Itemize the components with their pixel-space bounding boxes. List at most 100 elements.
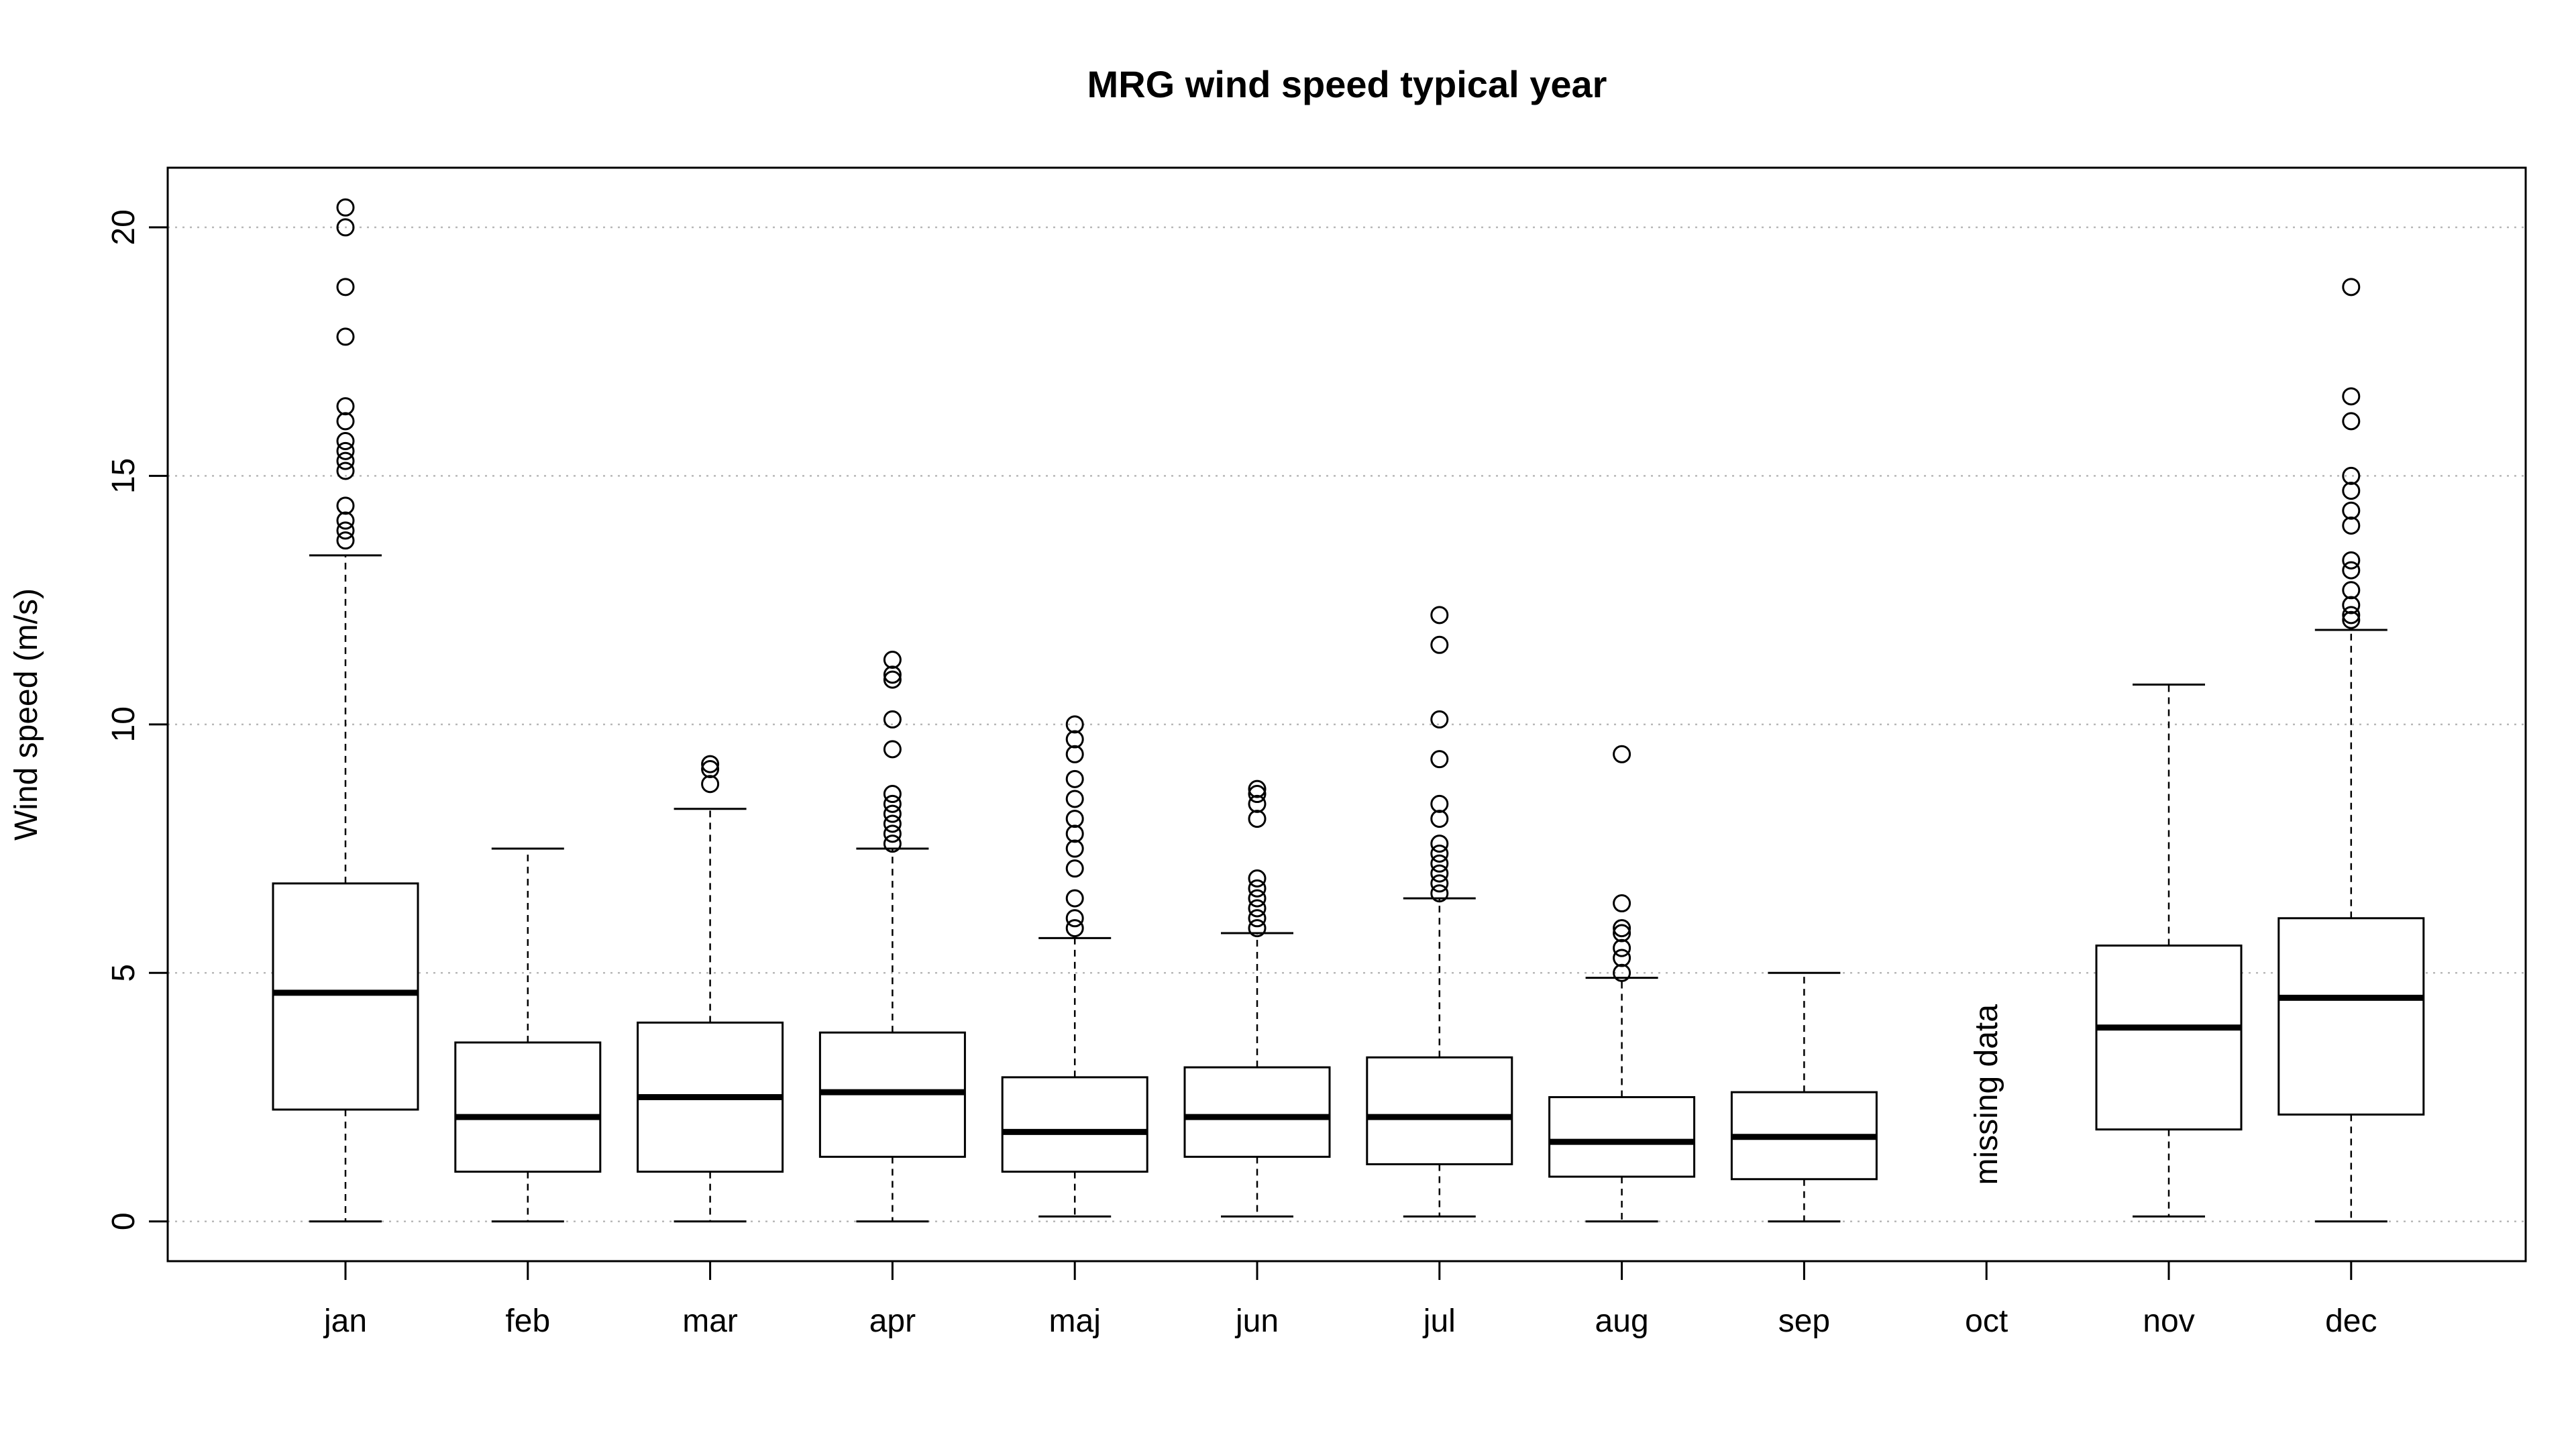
x-tick-label: jun [1234, 1303, 1279, 1339]
outlier-point [336, 531, 355, 550]
x-tick-label: feb [505, 1303, 550, 1339]
y-axis-label: Wind speed (m/s) [9, 588, 44, 841]
box-feb [454, 847, 602, 1223]
outlier-point [883, 824, 902, 843]
x-tick-label: nov [2143, 1303, 2194, 1339]
box-dec [2277, 278, 2425, 1223]
box-iqr [2095, 945, 2243, 1131]
box-iqr [1001, 1076, 1148, 1173]
outlier-point [1065, 810, 1084, 828]
outlier-point [1248, 794, 1267, 813]
outlier-point [883, 785, 902, 804]
outlier-point [1248, 899, 1267, 918]
outlier-point [1430, 794, 1449, 813]
x-axis: jan feb mar apr maj jun jul aug sep oct nov dec [323, 1261, 2377, 1339]
outlier-point [336, 432, 355, 450]
outlier-point [1613, 919, 1631, 938]
box-iqr [272, 882, 419, 1111]
x-tick-label: apr [869, 1303, 916, 1339]
outlier-point [1248, 919, 1267, 938]
outlier-point [336, 412, 355, 431]
outlier-point [1430, 635, 1449, 654]
outlier-point [1065, 790, 1084, 808]
outlier-point [1065, 730, 1084, 749]
box-iqr [1366, 1056, 1513, 1166]
outlier-point [1613, 924, 1631, 943]
outlier-point [1613, 745, 1631, 763]
box-iqr [1183, 1066, 1331, 1158]
outlier-point [1065, 715, 1084, 734]
outlier-point [1065, 919, 1084, 938]
y-axis: 0 5 10 15 20 [106, 209, 168, 1230]
outlier-point [2342, 606, 2361, 625]
x-tick-label: dec [2325, 1303, 2377, 1339]
outlier-point [336, 511, 355, 530]
outlier-point [1613, 938, 1631, 957]
outlier-point [883, 651, 902, 669]
y-tick-label: 15 [106, 458, 142, 494]
box-jan [272, 198, 419, 1223]
outlier-point [2342, 610, 2361, 629]
outlier-point [883, 670, 902, 689]
box-maj [1001, 715, 1148, 1218]
outlier-point [2342, 278, 2361, 297]
outlier-point [1248, 879, 1267, 898]
y-tick-label: 0 [106, 1212, 142, 1230]
outlier-point [1613, 963, 1631, 982]
outlier-point [2342, 516, 2361, 535]
y-tick-label: 10 [106, 706, 142, 742]
outlier-point [883, 835, 902, 853]
outlier-point [1430, 844, 1449, 863]
outlier-point [2342, 581, 2361, 600]
outlier-point [1065, 859, 1084, 878]
outlier-point [2342, 412, 2361, 431]
outlier-point [336, 327, 355, 346]
x-tick-label: maj [1049, 1303, 1101, 1339]
outlier-point [336, 462, 355, 480]
outlier-point [701, 775, 720, 794]
outlier-point [336, 521, 355, 540]
box-sep [1730, 971, 1878, 1223]
x-tick-label: jan [323, 1303, 367, 1339]
outlier-point [1430, 884, 1449, 903]
x-tick-label: jul [1422, 1303, 1456, 1339]
outlier-point [1065, 889, 1084, 908]
outlier-point [336, 198, 355, 217]
outlier-point [336, 451, 355, 470]
box-aug [1548, 745, 1696, 1223]
outlier-point [1430, 810, 1449, 828]
outlier-point [336, 441, 355, 460]
outlier-point [1430, 835, 1449, 853]
box-group: missing data [272, 198, 2425, 1223]
outlier-point [883, 740, 902, 759]
outlier-point [883, 814, 902, 833]
outlier-point [883, 665, 902, 684]
outlier-point [2342, 596, 2361, 614]
outlier-point [1430, 750, 1449, 769]
box-iqr [1548, 1096, 1696, 1178]
box-iqr [2277, 917, 2425, 1116]
outlier-point [1065, 824, 1084, 843]
outlier-point [2342, 561, 2361, 580]
y-tick-label: 20 [106, 209, 142, 245]
outlier-point [1430, 606, 1449, 625]
outlier-point [336, 218, 355, 237]
outlier-point [1248, 810, 1267, 828]
chart-title: MRG wind speed typical year [1087, 63, 1607, 105]
box-jun [1183, 780, 1331, 1218]
outlier-point [2342, 551, 2361, 570]
outlier-point [1065, 769, 1084, 788]
outlier-point [1613, 949, 1631, 967]
outlier-point [1065, 909, 1084, 928]
x-tick-label: oct [1965, 1303, 2008, 1339]
outlier-point [2342, 501, 2361, 520]
outlier-point [336, 278, 355, 297]
outlier-point [1248, 889, 1267, 908]
box-mar [637, 755, 784, 1223]
outlier-point [1430, 874, 1449, 893]
outlier-point [1065, 839, 1084, 858]
outlier-point [1248, 785, 1267, 804]
y-tick-label: 5 [106, 964, 142, 982]
outlier-point [2342, 466, 2361, 485]
